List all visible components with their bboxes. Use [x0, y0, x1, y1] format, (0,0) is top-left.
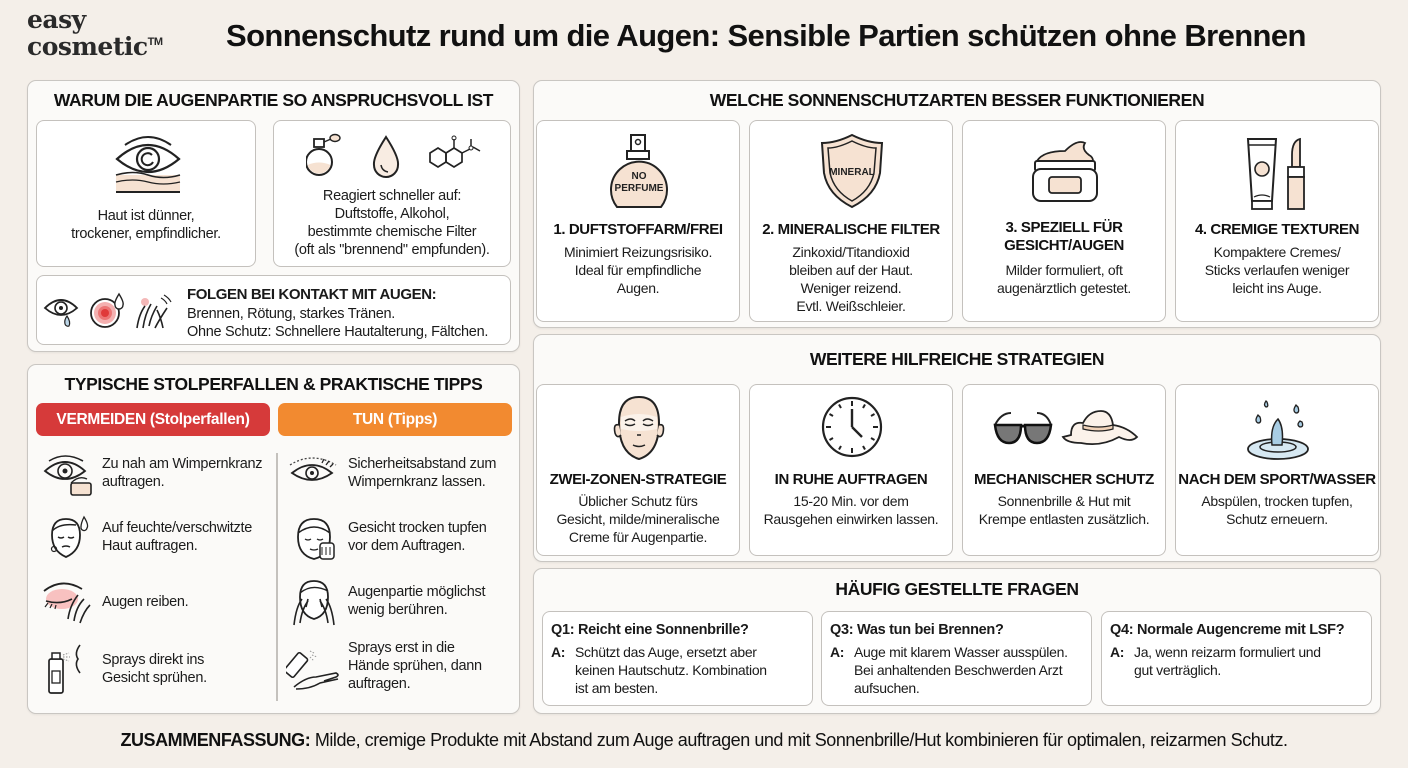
chemical-structure-icon: [424, 135, 484, 175]
faq-question-2: Q3: Was tun bei Brennen?: [830, 622, 1004, 638]
strategy-4-heading: NACH DEM SPORT/WASSER: [1178, 471, 1376, 488]
faq-title: HÄUFIG GESTELLTE FRAGEN: [835, 579, 1079, 599]
type-card-1: NO PERFUME 1. DUFTSTOFFARM/FREI Minimier…: [536, 120, 740, 322]
types-panel: WELCHE SONNENSCHUTZARTEN BESSER FUNKTION…: [533, 80, 1381, 328]
type-card-4: 4. CREMIGE TEXTUREN Kompaktere Cremes/St…: [1175, 120, 1379, 322]
faq-item-2[interactable]: Q3: Was tun bei Brennen? A: Auge mit kla…: [821, 611, 1092, 706]
why-title: WARUM DIE AUGENPARTIE SO ANSPRUCHSVOLL I…: [53, 90, 494, 110]
strategy-card-3: MECHANISCHER SCHUTZ Sonnenbrille & Hut m…: [962, 384, 1166, 556]
hands-on-face-icon: [290, 577, 338, 627]
page-title: Sonnenschutz rund um die Augen: Sensible…: [226, 18, 1306, 53]
svg-text:PERFUME: PERFUME: [615, 183, 664, 194]
teary-eye-icon: [43, 296, 81, 330]
faq-question-3: Q4: Normale Augencreme mit LSF?: [1110, 622, 1345, 638]
type-3-heading: 3. SPEZIELL FÜR GESICHT/AUGEN: [1004, 219, 1124, 254]
type-2-heading: 2. MINERALISCHE FILTER: [762, 221, 940, 238]
tips-title: TYPISCHE STOLPERFALLEN & PRAKTISCHE TIPP…: [64, 374, 483, 394]
tips-panel: TYPISCHE STOLPERFALLEN & PRAKTISCHE TIPP…: [27, 364, 520, 714]
avoid-item-4: Sprays direkt ins Gesicht sprühen.: [102, 652, 207, 686]
two-zone-face-icon: [607, 393, 671, 463]
svg-text:MINERAL: MINERAL: [829, 167, 875, 178]
summary: ZUSAMMENFASSUNG: Milde, cremige Produkte…: [0, 730, 1408, 751]
faq-answer-3: A: Ja, wenn reizarm formuliert und gut ve…: [1110, 644, 1321, 678]
type-card-3: 3. SPEZIELL FÜR GESICHT/AUGEN Milder form…: [962, 120, 1166, 322]
contact-line-1: Brennen, Rötung, starkes Tränen.: [187, 306, 396, 322]
type-3-text: Milder formuliert, oft augenärztlich gete…: [997, 262, 1131, 296]
header: easy cosmeticTM Sonnenschutz rund um die…: [0, 0, 1408, 78]
clock-icon: [820, 395, 884, 459]
spray-face-icon: [46, 643, 90, 695]
type-1-heading: 1. DUFTSTOFFARM/FREI: [553, 221, 723, 238]
water-splash-icon: [1244, 397, 1312, 461]
avoid-item-1: Zu nah am Wimpernkranz auftragen.: [102, 456, 263, 490]
strategy-card-1: ZWEI-ZONEN-STRATEGIE Üblicher Schutz für…: [536, 384, 740, 556]
avoid-badge: VERMEIDEN (Stolperfallen): [36, 403, 270, 436]
faq-question-1: Q1: Reicht eine Sonnenbrille?: [551, 622, 749, 638]
eye-skin-layers-icon: [113, 135, 183, 195]
strategy-card-4: NACH DEM SPORT/WASSER Abspülen, trocken …: [1175, 384, 1379, 556]
type-4-text: Kompaktere Cremes/Sticks verlaufen wenig…: [1204, 244, 1350, 296]
strategy-1-heading: ZWEI-ZONEN-STRATEGIE: [549, 471, 727, 488]
avoid-item-3: Augen reiben.: [102, 594, 189, 610]
eye-distance-icon: [288, 457, 338, 487]
eye-with-cream-icon: [43, 455, 93, 497]
tube-and-stick-icon: [1242, 135, 1314, 211]
do-item-4: Sprays erst in die Hände sprühen, dann auf…: [348, 640, 482, 692]
summary-label: ZUSAMMENFASSUNG:: [120, 730, 311, 750]
contact-consequences-card: FOLGEN BEI KONTAKT MIT AUGEN: Brennen, R…: [36, 275, 511, 345]
strategy-3-text: Sonnenbrille & Hut mit Krempe entlasten z…: [978, 493, 1150, 527]
faq-item-1[interactable]: Q1: Reicht eine Sonnenbrille? A: Schützt…: [542, 611, 813, 706]
spray-hand-icon: [286, 643, 342, 691]
faq-panel: HÄUFIG GESTELLTE FRAGEN Q1: Reicht eine …: [533, 568, 1381, 714]
avoid-item-2: Auf feuchte/verschwitzte Haut auftragen.: [102, 520, 252, 554]
svg-text:NO: NO: [632, 171, 647, 182]
do-badge: TUN (Tipps): [278, 403, 512, 436]
rubbing-eye-icon: [42, 579, 94, 625]
rubbing-hands-icon: [133, 292, 173, 332]
types-title: WELCHE SONNENSCHUTZARTEN BESSER FUNKTION…: [709, 90, 1205, 110]
contact-line-2: Ohne Schutz: Schnellere Hautalterung, Fä…: [187, 324, 489, 340]
faq-item-3[interactable]: Q4: Normale Augencreme mit LSF? A: Ja, w…: [1101, 611, 1372, 706]
faq-answer-2: A: Auge mit klarem Wasser ausspülen. Bei …: [830, 644, 1068, 696]
brand-logo[interactable]: easy cosmeticTM: [27, 5, 163, 61]
strategies-title: WEITERE HILFREICHE STRATEGIEN: [809, 349, 1105, 369]
do-item-2: Gesicht trocken tupfen vor dem Auftragen.: [348, 520, 487, 554]
reacts-faster-text: Reagiert schneller auf: Duftstoffe, Alko…: [294, 188, 490, 258]
type-1-text: Minimiert Reizungsrisiko. Ideal für empfi…: [563, 244, 713, 296]
strategies-panel: WEITERE HILFREICHE STRATEGIEN ZWEI-ZONEN…: [533, 334, 1381, 562]
why-panel: WARUM DIE AUGENPARTIE SO ANSPRUCHSVOLL I…: [27, 80, 520, 352]
strategy-card-2: IN RUHE AUFTRAGEN 15-20 Min. vor dem Raus…: [749, 384, 953, 556]
face-towel-icon: [292, 515, 338, 563]
perfume-bottle-icon: [306, 133, 342, 179]
drop-icon: [371, 135, 401, 179]
sunglasses-hat-icon: [991, 407, 1139, 451]
thin-skin-card: Haut ist dünner, trockener, empfindliche…: [36, 120, 256, 267]
do-item-1: Sicherheitsabstand zum Wimpernkranz lasse…: [348, 456, 497, 490]
reacts-faster-card: Reagiert schneller auf: Duftstoffe, Alko…: [273, 120, 511, 267]
do-item-3: Augenpartie möglichst wenig berühren.: [348, 584, 486, 618]
column-divider: [276, 453, 278, 701]
strategy-2-heading: IN RUHE AUFTRAGEN: [774, 471, 928, 488]
thin-skin-text: Haut ist dünner, trockener, empfindliche…: [71, 208, 221, 242]
strategy-4-text: Abspülen, trocken tupfen, Schutz erneuern…: [1201, 493, 1353, 527]
strategy-2-text: 15-20 Min. vor dem Rausgehen einwirken la…: [763, 493, 939, 527]
logo-line-1: easy: [27, 5, 86, 34]
contact-title: FOLGEN BEI KONTAKT MIT AUGEN:: [187, 286, 437, 303]
strategy-1-text: Üblicher Schutz fürs Gesicht, milde/miner…: [556, 493, 720, 545]
logo-line-2: cosmetic: [27, 32, 148, 61]
sweaty-face-icon: [46, 515, 90, 561]
mineral-shield-icon: MINERAL: [818, 133, 886, 209]
no-perfume-bottle-icon: NO PERFUME: [607, 133, 671, 213]
type-card-2: MINERAL 2. MINERALISCHE FILTER Zinkoxid/…: [749, 120, 953, 322]
trademark: TM: [147, 36, 163, 48]
faq-answer-1: A: Schützt das Auge, ersetzt aber keinen …: [551, 644, 767, 696]
type-2-text: Zinkoxid/Titandioxid bleiben auf der Haut…: [789, 244, 913, 314]
strategy-3-heading: MECHANISCHER SCHUTZ: [974, 471, 1154, 488]
summary-text: Milde, cremige Produkte mit Abstand zum …: [310, 730, 1288, 750]
cream-jar-icon: [1029, 139, 1101, 205]
type-4-heading: 4. CREMIGE TEXTUREN: [1194, 221, 1360, 238]
redness-icon: [89, 292, 125, 330]
